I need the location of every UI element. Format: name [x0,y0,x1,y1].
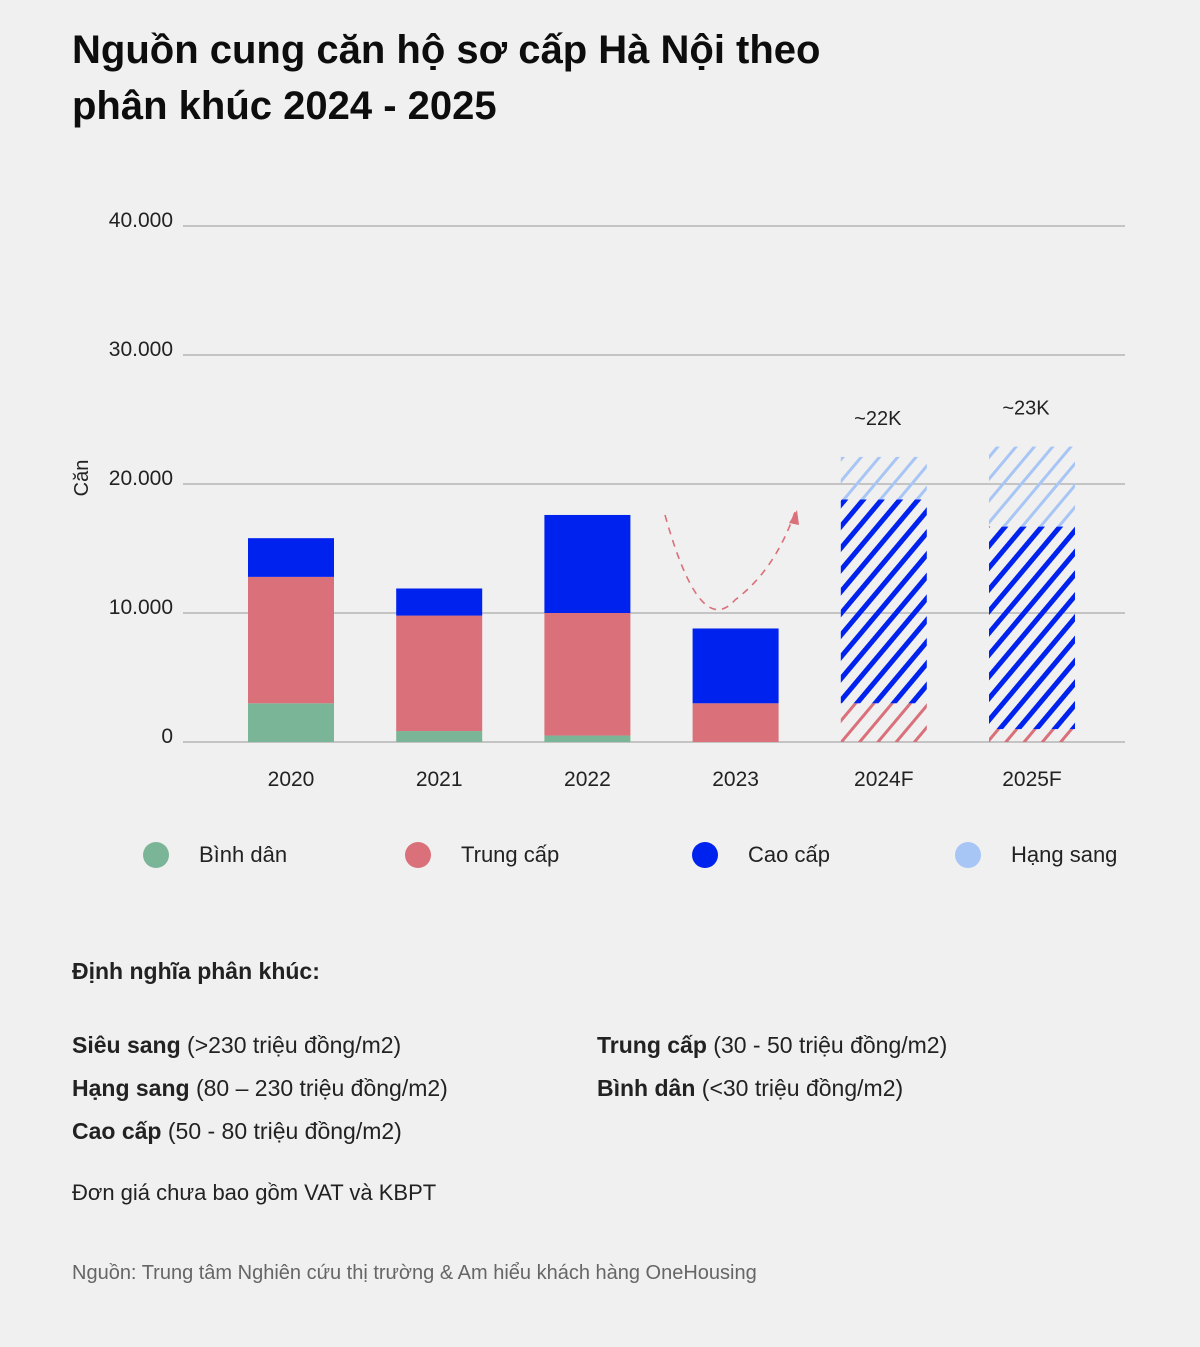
segment-range: (50 - 80 triệu đồng/m2) [161,1118,402,1144]
definition-item: Siêu sang (>230 triệu đồng/m2) [72,1032,401,1059]
bar-segment-bình-dân [248,703,334,742]
bar-segment-trung-cấp [692,703,779,742]
legend-label: Hạng sang [1011,842,1118,867]
segment-name: Cao cấp [72,1118,162,1144]
segment-range: (>230 triệu đồng/m2) [180,1032,402,1058]
chart-title: Nguồn cung căn hộ sơ cấp Hà Nội theo phâ… [72,28,821,128]
legend-dot [143,842,169,868]
legend-item-binh-dan: Bình dân [143,842,287,868]
segment-range: (30 - 50 triệu đồng/m2) [706,1032,948,1058]
definition-item: Hạng sang (80 – 230 triệu đồng/m2) [72,1075,448,1102]
bar-segment-cao-cấp [248,538,334,577]
legend-label: Trung cấp [461,842,560,867]
segment-range: (80 – 230 triệu đồng/m2) [189,1075,448,1101]
stacked-bar-chart: 0 10.000 20.000 30.000 40.000 2020 2021 2022 202… [71,209,1125,791]
total-label: ~22K [854,408,902,430]
bar-segment-bình-dân [396,731,483,742]
legend-label: Bình dân [199,842,288,867]
x-tick-label: 2020 [268,768,315,791]
x-tick-label: 2022 [564,768,611,791]
bar-segment-trung-cấp [840,703,927,742]
bar-segment-trung-cấp [248,576,334,704]
bar-segment-trung-cấp [396,615,483,732]
y-tick-label: 40.000 [109,209,173,232]
definition-item: Trung cấp (30 - 50 triệu đồng/m2) [597,1032,947,1059]
trend-arrow [664,511,796,611]
legend: Bình dân Trung cấp Cao cấp Hạng sang [0,842,1200,872]
segment-name: Siêu sang [72,1032,181,1058]
bar-segment-hạng-sang [840,456,927,500]
bar-segment-bình-dân [544,735,631,742]
legend-label: Cao cấp [748,842,830,867]
bar-segment-cao-cấp [692,628,779,704]
definition-item: Bình dân (<30 triệu đồng/m2) [597,1075,903,1102]
y-tick-label: 20.000 [109,467,173,490]
y-tick-label: 0 [161,725,173,748]
x-tick-label: 2025F [1002,768,1062,791]
segment-name: Bình dân [597,1075,696,1101]
segment-range: (<30 triệu đồng/m2) [695,1075,904,1101]
bar-segment-trung-cấp [989,729,1075,742]
legend-dot [405,842,431,868]
x-tick-label: 2021 [416,768,463,791]
segment-name: Trung cấp [597,1032,707,1058]
y-tick-label: 30.000 [109,338,173,361]
legend-dot [692,842,718,868]
bar-segment-cao-cấp [544,514,631,613]
segment-name: Hạng sang [72,1075,190,1101]
price-note: Đơn giá chưa bao gồm VAT và KBPT [72,1180,437,1205]
definitions-heading: Định nghĩa phân khúc: [72,958,320,984]
x-tick-label: 2024F [854,768,914,791]
y-axis-label: Căn [71,460,93,497]
y-tick-label: 10.000 [109,596,173,619]
bar-segment-cao-cấp [840,499,927,704]
legend-item-trung-cap: Trung cấp [405,842,559,868]
legend-item-hang-sang: Hạng sang [955,842,1117,868]
source-note: Nguồn: Trung tâm Nghiên cứu thị trường &… [72,1262,757,1284]
bar-segment-hạng-sang [989,446,1075,527]
x-tick-label: 2023 [712,768,759,791]
bar-segment-cao-cấp [989,526,1075,730]
trend-arrowhead [789,510,799,525]
bar-segment-cao-cấp [396,588,483,616]
legend-item-cao-cap: Cao cấp [692,842,830,868]
definition-item: Cao cấp (50 - 80 triệu đồng/m2) [72,1118,402,1145]
legend-dot [955,842,981,868]
total-label: ~23K [1002,398,1050,420]
bar-segment-trung-cấp [544,613,631,736]
